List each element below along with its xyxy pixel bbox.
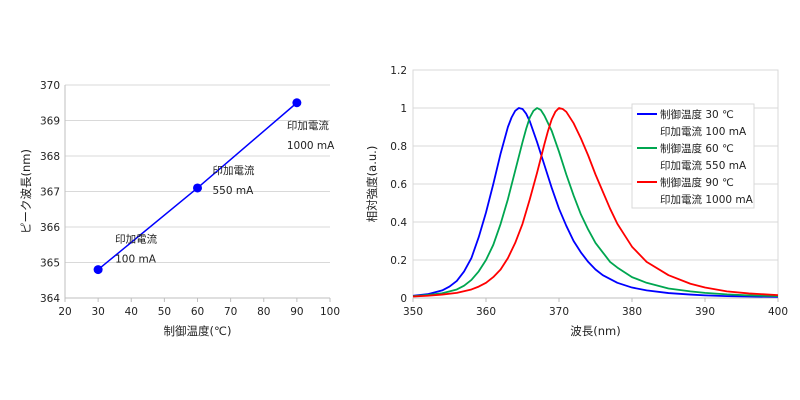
x-tick-label: 70 — [224, 306, 237, 318]
legend-entry-sub: 印加電流 1000 mA — [660, 193, 754, 206]
legend-box — [631, 103, 755, 209]
y-tick-label: 0.6 — [390, 179, 407, 191]
x-tick-label: 40 — [125, 306, 138, 318]
annotation-value: 550 mA — [213, 185, 255, 197]
x-axis-title: 波長(nm) — [570, 324, 620, 338]
x-tick-label: 50 — [158, 306, 171, 318]
x-tick-label: 100 — [320, 306, 340, 318]
annotation-label: 印加電流 — [115, 233, 157, 246]
data-point — [93, 265, 103, 275]
x-tick-label: 370 — [549, 306, 569, 318]
peak-wavelength-chart: 364 365 366 367 368 369 370 20 30 40 50 60 70 80 90 100… — [19, 80, 340, 338]
legend-entry-sub: 印加電流 550 mA — [660, 159, 747, 172]
x-tick-label: 20 — [58, 306, 71, 318]
x-axis-title: 制御温度(℃) — [164, 324, 232, 338]
x-tick-label: 80 — [257, 306, 270, 318]
series-line — [412, 107, 779, 298]
x-tick-label: 390 — [695, 306, 715, 318]
y-tick-label: 365 — [40, 258, 60, 270]
y-tick-label: 367 — [40, 187, 60, 199]
annotation-value: 100 mA — [115, 254, 157, 266]
legend: 制御温度 30 ℃ 印加電流 100 mA 制御温度 60 ℃ 印加電流 550 mA… — [631, 103, 755, 209]
y-axis-title: ピーク波長(nm) — [19, 149, 33, 234]
legend-entry: 制御温度 90 ℃ — [660, 176, 734, 189]
relative-intensity-chart: 0 0.2 0.4 0.6 0.8 1 1.2 350 360 370 380 390 400 波長(nm… — [365, 65, 788, 338]
legend-entry-sub: 印加電流 100 mA — [660, 125, 747, 138]
data-point — [292, 98, 302, 108]
y-tick-label: 364 — [40, 293, 60, 305]
y-tick-label: 0.2 — [390, 255, 407, 267]
x-tick-label: 30 — [91, 306, 104, 318]
x-tick-label: 90 — [290, 306, 303, 318]
series-line — [412, 107, 779, 297]
y-tick-label: 1 — [400, 103, 407, 115]
x-tick-label: 60 — [191, 306, 204, 318]
y-tick-label: 369 — [40, 116, 60, 128]
x-tick-label: 350 — [403, 306, 423, 318]
y-tick-label: 0 — [400, 293, 407, 305]
legend-entry: 制御温度 30 ℃ — [660, 108, 734, 121]
x-tick-label: 360 — [476, 306, 496, 318]
annotation-label: 印加電流 — [287, 119, 329, 132]
y-tick-label: 0.8 — [390, 141, 407, 153]
annotation-label: 印加電流 — [213, 164, 255, 177]
y-tick-label: 368 — [40, 151, 60, 163]
y-axis-title: 相対強度(a.u.) — [365, 146, 379, 223]
x-tick-label: 400 — [768, 306, 788, 318]
legend-entry: 制御温度 60 ℃ — [660, 142, 734, 155]
series-line — [412, 107, 779, 298]
x-tick-label: 380 — [622, 306, 642, 318]
y-tick-label: 370 — [40, 80, 60, 92]
data-point — [193, 183, 202, 193]
y-tick-label: 0.4 — [390, 217, 407, 229]
y-tick-label: 1.2 — [390, 65, 407, 77]
y-tick-label: 366 — [40, 222, 60, 234]
annotation-value: 1000 mA — [287, 140, 335, 152]
